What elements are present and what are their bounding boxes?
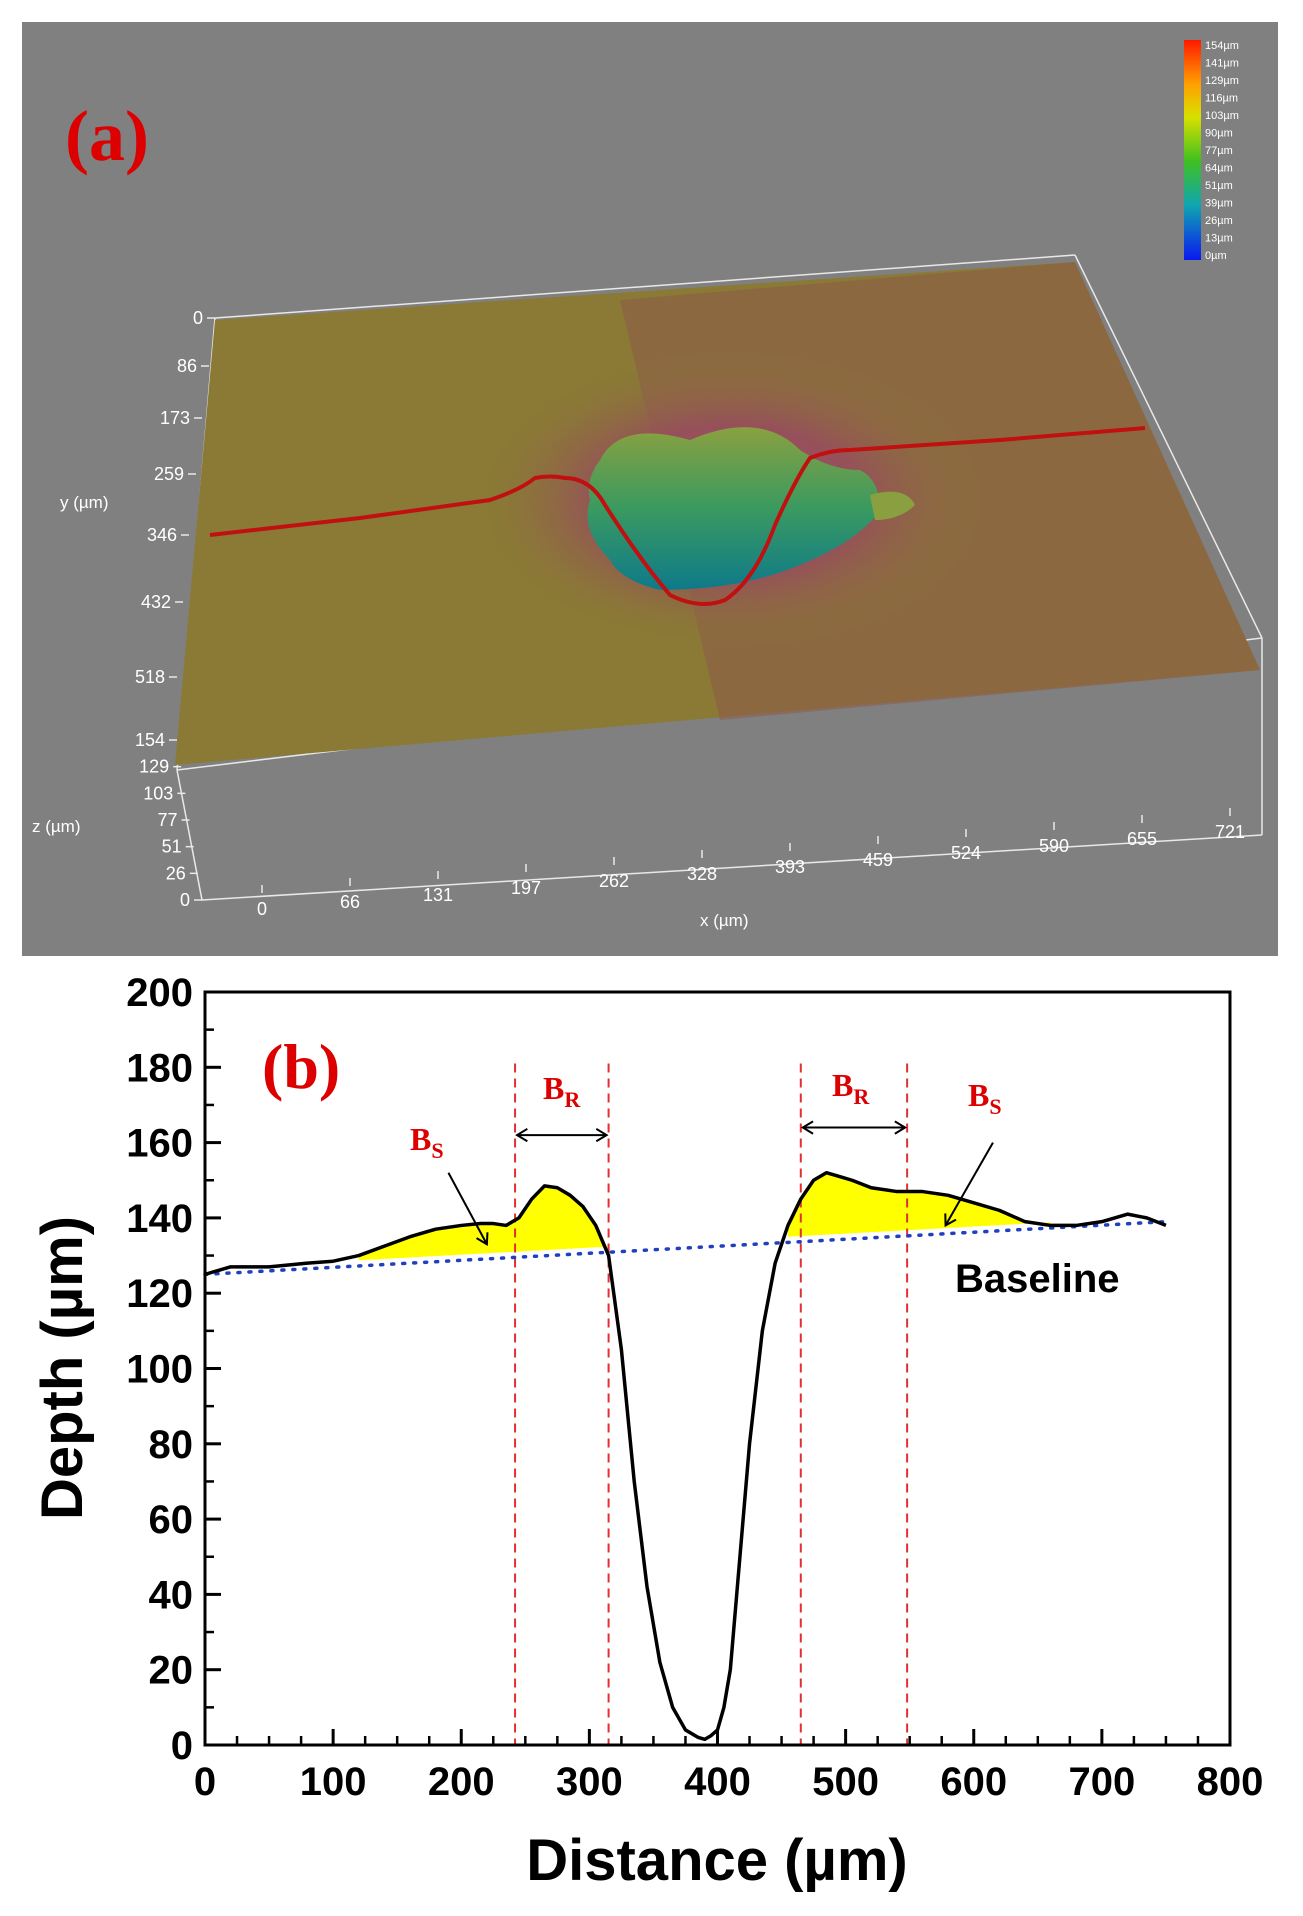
colorbar-tick-label: 129µm bbox=[1205, 75, 1239, 87]
x-tick-label: 500 bbox=[812, 1760, 879, 1804]
z-tick-label-a: 103 bbox=[143, 783, 173, 803]
y-tick-label-a: 259 bbox=[154, 464, 184, 484]
y-tick-label-a: 0 bbox=[193, 308, 203, 328]
bs-left-label: BS bbox=[410, 1121, 444, 1163]
arrow-head bbox=[595, 1128, 609, 1143]
x-tick-label-a: 0 bbox=[257, 899, 267, 919]
x-tick-label-a: 328 bbox=[687, 864, 717, 884]
arrow-head bbox=[894, 1120, 908, 1135]
x-tick-label: 100 bbox=[300, 1760, 367, 1804]
y-tick-label: 120 bbox=[126, 1272, 193, 1316]
y-tick-label-a: 86 bbox=[177, 356, 197, 376]
arrow-head bbox=[515, 1128, 528, 1143]
baseline-line bbox=[203, 1219, 1168, 1277]
y-tick-label: 140 bbox=[126, 1197, 193, 1241]
colorbar-tick-label: 90µm bbox=[1205, 128, 1233, 140]
x-axis-label-a: x (µm) bbox=[700, 911, 749, 930]
y-tick-label-a: 173 bbox=[160, 408, 190, 428]
y-tick-label-a: 346 bbox=[147, 525, 177, 545]
z-axis-label-a: z (µm) bbox=[32, 817, 81, 836]
colorbar-tick-label: 103µm bbox=[1205, 110, 1239, 122]
y-tick-label: 100 bbox=[126, 1348, 193, 1392]
bs-right-label: BS bbox=[968, 1077, 1002, 1119]
colorbar-tick-label: 116µm bbox=[1205, 93, 1238, 105]
x-tick-label: 800 bbox=[1197, 1760, 1264, 1804]
z-tick-label-a: 77 bbox=[157, 810, 177, 830]
plot-frame bbox=[203, 990, 1232, 1747]
arrow-head bbox=[800, 1120, 814, 1135]
z-tick-label-a: 0 bbox=[180, 890, 190, 910]
x-tick-label: 600 bbox=[940, 1760, 1007, 1804]
colorbar-tick-label: 77µm bbox=[1205, 145, 1233, 157]
x-tick-label-a: 459 bbox=[863, 850, 893, 870]
colorbar bbox=[1184, 40, 1201, 260]
x-tick-label-a: 197 bbox=[511, 878, 541, 898]
x-tick-label-a: 66 bbox=[340, 892, 360, 912]
y-axis-label-a: y (µm) bbox=[60, 493, 109, 512]
colorbar-tick-label: 0µm bbox=[1205, 250, 1227, 262]
bs-fill-region bbox=[787, 1172, 1051, 1237]
colorbar-tick-label: 39µm bbox=[1205, 198, 1233, 210]
z-tick-label-a: 129 bbox=[139, 757, 169, 777]
y-tick-label-a: 518 bbox=[135, 667, 165, 687]
crater-side bbox=[870, 491, 915, 520]
colorbar-tick-label: 26µm bbox=[1205, 215, 1233, 227]
x-tick-label-a: 262 bbox=[599, 871, 629, 891]
z-tick-label-a: 51 bbox=[162, 837, 182, 857]
panel-a-3d-surface: 154µm 141µm 129µm 116µm 103µm 90µm 77µm 64µm 51µ… bbox=[22, 22, 1278, 956]
y-tick-label: 180 bbox=[126, 1046, 193, 1090]
x-tick-label-a: 131 bbox=[423, 885, 453, 905]
colorbar-tick-label: 51µm bbox=[1205, 180, 1233, 192]
br-right-label: BR bbox=[832, 1067, 870, 1109]
x-tick-label-a: 721 bbox=[1215, 822, 1245, 842]
x-tick-label-a: 524 bbox=[951, 843, 981, 863]
y-tick-label: 40 bbox=[149, 1573, 194, 1617]
bs-fill-region bbox=[358, 1185, 609, 1261]
x-tick-label-a: 393 bbox=[775, 857, 805, 877]
x-tick-label: 400 bbox=[684, 1760, 751, 1804]
x-tick-label: 0 bbox=[194, 1760, 216, 1804]
y-tick-label: 160 bbox=[126, 1122, 193, 1166]
panel-b-label: (b) bbox=[262, 1031, 340, 1102]
arrow-head bbox=[944, 1213, 957, 1228]
baseline-label: Baseline bbox=[955, 1257, 1120, 1301]
y-tick-label-a: 432 bbox=[141, 592, 171, 612]
colorbar-tick-label: 64µm bbox=[1205, 163, 1233, 175]
x-tick-label: 200 bbox=[428, 1760, 495, 1804]
z-tick-label-a: 26 bbox=[166, 863, 186, 883]
y-axis-title: Depth (µm) bbox=[30, 1216, 95, 1520]
bs-pointer-arrow bbox=[944, 1142, 994, 1226]
y-tick-label: 80 bbox=[149, 1423, 194, 1467]
bs-pointer-arrow bbox=[447, 1172, 488, 1245]
x-tick-label-a: 590 bbox=[1039, 836, 1069, 856]
y-tick-label: 60 bbox=[149, 1498, 194, 1542]
x-tick-label: 700 bbox=[1069, 1760, 1136, 1804]
x-axis-title: Distance (µm) bbox=[526, 1828, 908, 1893]
arrow-head bbox=[476, 1232, 489, 1246]
panel-a-label: (a) bbox=[65, 96, 149, 176]
x-tick-label-a: 655 bbox=[1127, 829, 1157, 849]
x-tick-label: 300 bbox=[556, 1760, 623, 1804]
profile-line-3d bbox=[209, 426, 1146, 606]
y-tick-label: 20 bbox=[149, 1649, 194, 1693]
y-tick-label: 200 bbox=[126, 971, 193, 1015]
profile-line bbox=[204, 1170, 1167, 1742]
br-left-label: BR bbox=[543, 1070, 581, 1112]
colorbar-tick-label: 141µm bbox=[1205, 58, 1239, 70]
colorbar-tick-label: 13µm bbox=[1205, 233, 1233, 245]
colorbar-tick-label: 154µm bbox=[1205, 40, 1239, 52]
crater bbox=[587, 427, 880, 590]
z-tick-label-a: 154 bbox=[135, 730, 165, 750]
y-tick-label: 0 bbox=[171, 1724, 193, 1768]
